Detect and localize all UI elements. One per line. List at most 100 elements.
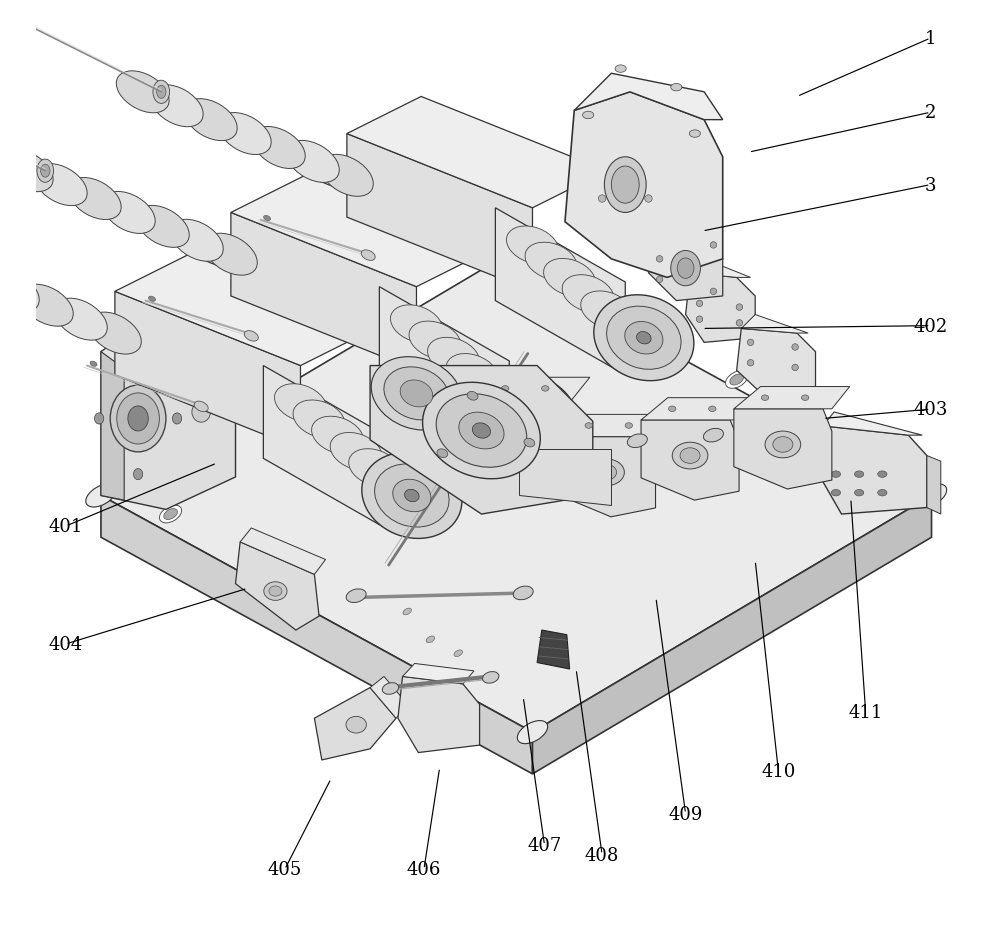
Ellipse shape: [611, 167, 639, 204]
Ellipse shape: [501, 387, 509, 392]
Ellipse shape: [252, 127, 305, 170]
Ellipse shape: [330, 433, 382, 471]
Polygon shape: [537, 630, 570, 669]
Ellipse shape: [426, 636, 435, 643]
Ellipse shape: [583, 112, 594, 120]
Ellipse shape: [170, 220, 223, 262]
Polygon shape: [558, 438, 656, 517]
Polygon shape: [686, 273, 755, 343]
Ellipse shape: [478, 375, 578, 460]
Ellipse shape: [598, 196, 606, 203]
Ellipse shape: [41, 165, 50, 178]
Polygon shape: [495, 209, 625, 375]
Polygon shape: [115, 255, 375, 366]
Polygon shape: [519, 450, 611, 505]
Text: 404: 404: [49, 635, 83, 654]
Ellipse shape: [792, 364, 798, 371]
Ellipse shape: [436, 394, 527, 468]
Ellipse shape: [218, 113, 271, 156]
Ellipse shape: [736, 320, 743, 327]
Ellipse shape: [34, 164, 87, 207]
Polygon shape: [347, 97, 607, 209]
Ellipse shape: [293, 400, 345, 438]
Text: 410: 410: [761, 762, 796, 781]
Polygon shape: [231, 176, 491, 287]
Ellipse shape: [393, 479, 431, 513]
Ellipse shape: [589, 460, 624, 486]
Ellipse shape: [801, 396, 809, 401]
Polygon shape: [641, 421, 739, 501]
Ellipse shape: [271, 575, 293, 593]
Ellipse shape: [382, 683, 399, 694]
Ellipse shape: [275, 578, 289, 590]
Ellipse shape: [513, 587, 533, 600]
Polygon shape: [101, 496, 532, 774]
Ellipse shape: [320, 155, 373, 197]
Ellipse shape: [192, 402, 210, 423]
Polygon shape: [236, 542, 319, 630]
Ellipse shape: [423, 383, 540, 479]
Ellipse shape: [831, 471, 841, 477]
Ellipse shape: [696, 300, 703, 307]
Ellipse shape: [481, 446, 501, 459]
Ellipse shape: [400, 380, 433, 408]
Ellipse shape: [20, 285, 73, 327]
Ellipse shape: [854, 489, 864, 496]
Polygon shape: [314, 688, 396, 760]
Ellipse shape: [709, 407, 716, 413]
Ellipse shape: [150, 85, 203, 128]
Ellipse shape: [562, 275, 614, 313]
Ellipse shape: [656, 276, 663, 284]
Polygon shape: [474, 400, 572, 480]
Ellipse shape: [703, 429, 723, 442]
Polygon shape: [370, 366, 593, 514]
Ellipse shape: [172, 413, 182, 425]
Ellipse shape: [730, 375, 743, 386]
Ellipse shape: [517, 721, 548, 743]
Ellipse shape: [524, 438, 535, 448]
Polygon shape: [115, 292, 300, 450]
Ellipse shape: [637, 332, 651, 345]
Ellipse shape: [117, 393, 159, 444]
Ellipse shape: [607, 307, 681, 370]
Polygon shape: [690, 260, 751, 278]
Ellipse shape: [264, 216, 271, 222]
Ellipse shape: [148, 297, 156, 302]
Ellipse shape: [204, 234, 257, 276]
Text: 411: 411: [848, 703, 883, 721]
Ellipse shape: [286, 141, 339, 184]
Text: 3: 3: [925, 176, 936, 195]
Ellipse shape: [669, 407, 676, 413]
Ellipse shape: [86, 485, 116, 507]
Polygon shape: [101, 297, 236, 389]
Ellipse shape: [627, 435, 647, 448]
Ellipse shape: [765, 432, 801, 458]
Ellipse shape: [878, 489, 887, 496]
Ellipse shape: [671, 251, 700, 286]
Ellipse shape: [459, 413, 504, 450]
Text: 401: 401: [49, 517, 83, 536]
Ellipse shape: [88, 312, 141, 355]
Text: 1: 1: [925, 30, 936, 48]
Polygon shape: [379, 287, 509, 454]
Ellipse shape: [689, 131, 700, 138]
Polygon shape: [398, 677, 480, 753]
Ellipse shape: [604, 158, 646, 213]
Ellipse shape: [671, 84, 682, 92]
Ellipse shape: [437, 450, 448, 458]
Text: 2: 2: [925, 104, 936, 122]
Ellipse shape: [0, 271, 39, 313]
Ellipse shape: [164, 509, 177, 520]
Polygon shape: [558, 415, 673, 438]
Ellipse shape: [454, 650, 462, 657]
Ellipse shape: [184, 99, 237, 142]
Ellipse shape: [312, 417, 364, 454]
Ellipse shape: [506, 227, 558, 264]
Polygon shape: [648, 236, 723, 301]
Ellipse shape: [916, 485, 947, 507]
Ellipse shape: [102, 192, 155, 235]
Polygon shape: [574, 74, 723, 121]
Ellipse shape: [854, 471, 864, 477]
Polygon shape: [741, 315, 808, 334]
Ellipse shape: [521, 411, 535, 424]
